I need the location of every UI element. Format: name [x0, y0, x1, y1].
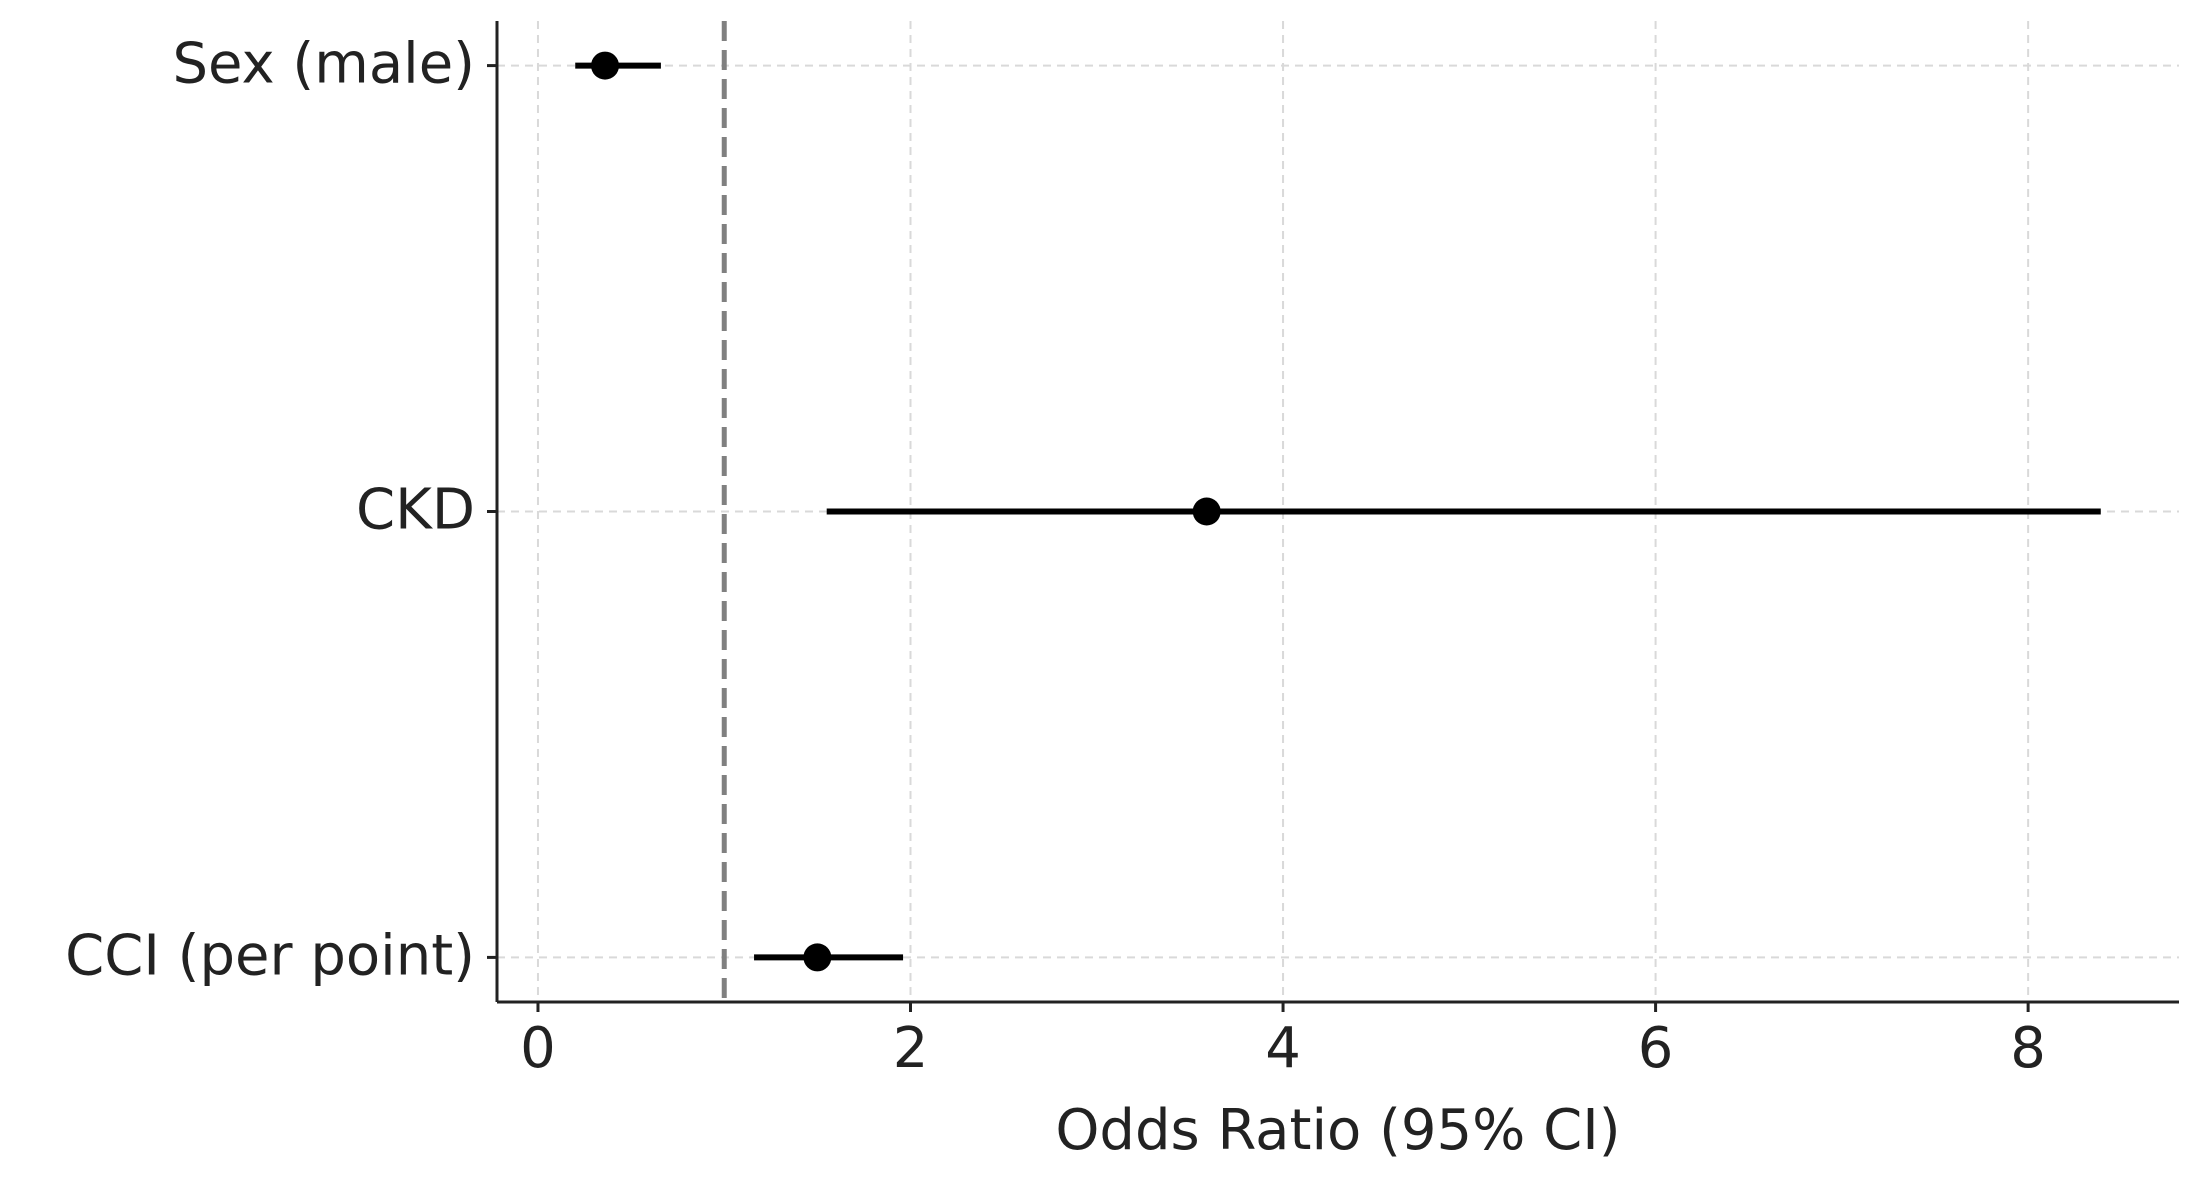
- x-tick-label: 2: [893, 1016, 929, 1081]
- x-tick-label: 8: [2010, 1016, 2046, 1081]
- y-tick-label: CKD: [356, 478, 475, 543]
- point: [591, 51, 620, 80]
- point: [1192, 497, 1221, 526]
- x-tick-label: 6: [1638, 1016, 1674, 1081]
- y-tick-label: Sex (male): [172, 32, 475, 97]
- x-tick-label: 4: [1265, 1016, 1301, 1081]
- x-tick-label: 0: [520, 1016, 556, 1081]
- point: [803, 943, 832, 972]
- x-axis-label: Odds Ratio (95% CI): [1055, 1098, 1620, 1163]
- y-tick-label: CCI (per point): [65, 924, 475, 989]
